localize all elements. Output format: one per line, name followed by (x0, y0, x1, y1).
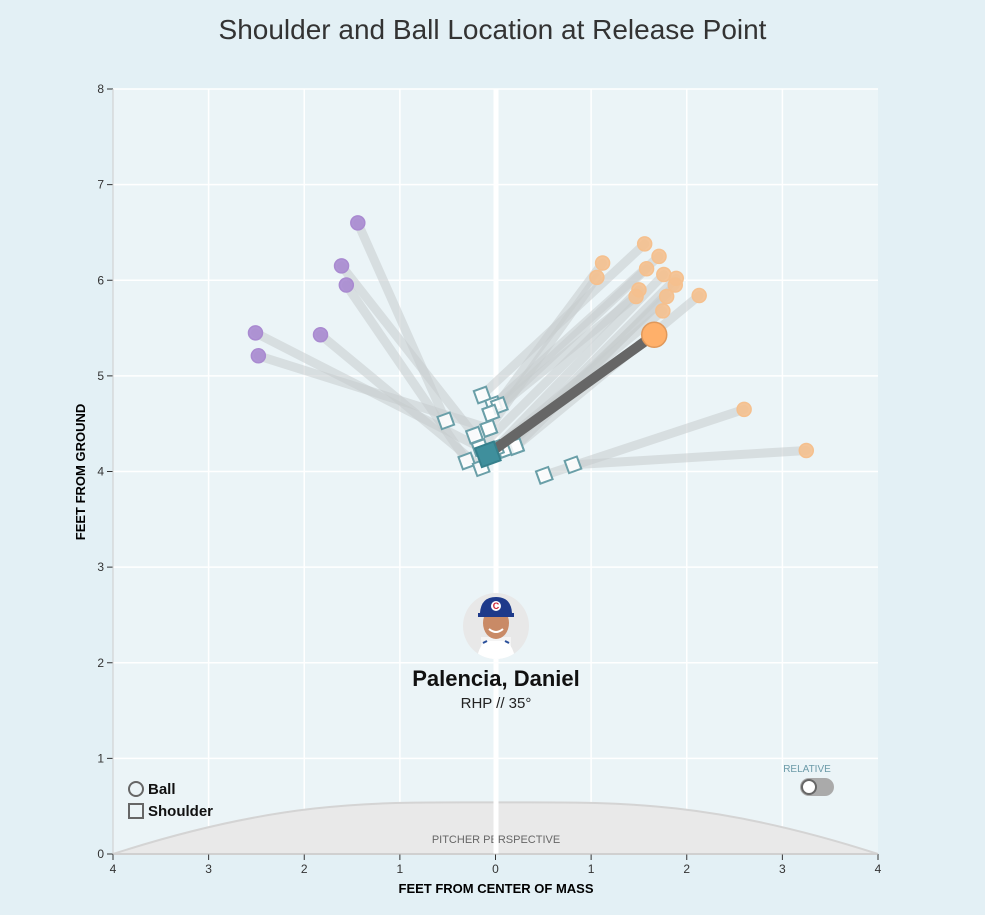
ball-marker (247, 325, 264, 341)
ball-marker (333, 258, 350, 274)
legend-shoulder-label: Shoulder (148, 802, 214, 820)
ball-marker (667, 277, 684, 293)
ball-marker (636, 236, 653, 252)
y-tick-label: 5 (97, 369, 104, 383)
shoulder-marker (563, 455, 583, 475)
y-tick-label: 3 (97, 560, 104, 574)
y-tick-label: 0 (97, 847, 104, 861)
ball-marker (594, 255, 611, 271)
ball-marker (658, 288, 675, 305)
square-icon (128, 803, 144, 819)
ball-marker (589, 269, 605, 286)
player-card: C Palencia, Daniel RHP // 35° (396, 593, 596, 712)
x-tick-label: 4 (110, 862, 117, 876)
y-tick-label: 2 (97, 656, 104, 670)
connector-line (337, 261, 479, 440)
highlight-shoulder-marker (473, 440, 502, 469)
ball-marker (312, 327, 329, 343)
y-tick-label: 7 (97, 178, 104, 192)
player-photo-icon: C (477, 597, 515, 659)
relative-toggle-group: RELATIVE (780, 764, 834, 796)
ball-marker (628, 288, 644, 305)
y-tick-label: 6 (97, 273, 104, 287)
ball-marker (736, 401, 752, 418)
x-axis-title: FEET FROM CENTER OF MASS (399, 881, 594, 896)
x-tick-label: 1 (588, 862, 595, 876)
shoulder-marker (481, 403, 501, 423)
ball-marker (350, 215, 366, 231)
highlight-ball-marker (640, 321, 668, 349)
connector-line (353, 218, 451, 426)
chart-title: Shoulder and Ball Location at Release Po… (218, 14, 767, 45)
legend-item-shoulder[interactable]: Shoulder (128, 800, 213, 822)
ball-markers (247, 215, 815, 459)
legend-ball-label: Ball (148, 780, 176, 798)
ball-marker (655, 303, 671, 319)
ball-marker (338, 277, 355, 293)
shoulder-marker (479, 418, 499, 439)
shoulder-marker (457, 451, 477, 471)
y-tick-label: 8 (97, 82, 104, 96)
x-tick-label: 4 (875, 862, 882, 876)
x-tick-label: 3 (779, 862, 786, 876)
highlight-pitch (473, 321, 668, 469)
x-tick-label: 1 (397, 862, 404, 876)
ball-marker (250, 348, 267, 364)
relative-toggle[interactable] (800, 778, 834, 796)
y-tick-label: 4 (97, 465, 104, 479)
connector-line (568, 445, 811, 470)
circle-icon (128, 781, 144, 797)
x-tick-label: 2 (301, 862, 308, 876)
shoulder-marker (534, 465, 554, 485)
relative-label: RELATIVE (783, 764, 831, 775)
x-tick-label: 3 (205, 862, 212, 876)
shoulder-marker (472, 385, 492, 405)
ball-marker (651, 248, 667, 265)
player-subtitle: RHP // 35° (460, 695, 532, 712)
legend: Ball Shoulder (128, 778, 213, 822)
svg-text:C: C (493, 601, 500, 611)
highlight-connector-line (484, 330, 658, 459)
shoulder-marker (436, 411, 456, 431)
y-tick-label: 1 (97, 751, 104, 765)
toggle-knob (801, 779, 817, 795)
player-name: Palencia, Daniel (412, 666, 580, 691)
ball-marker (798, 442, 815, 459)
ball-marker (691, 287, 707, 304)
legend-item-ball[interactable]: Ball (128, 778, 213, 800)
ball-marker (638, 261, 655, 277)
y-axis-title: FEET FROM GROUND (73, 404, 88, 541)
x-tick-label: 0 (492, 862, 499, 876)
x-tick-label: 2 (683, 862, 690, 876)
connector-line (486, 292, 641, 418)
player-avatar: C (463, 593, 529, 659)
